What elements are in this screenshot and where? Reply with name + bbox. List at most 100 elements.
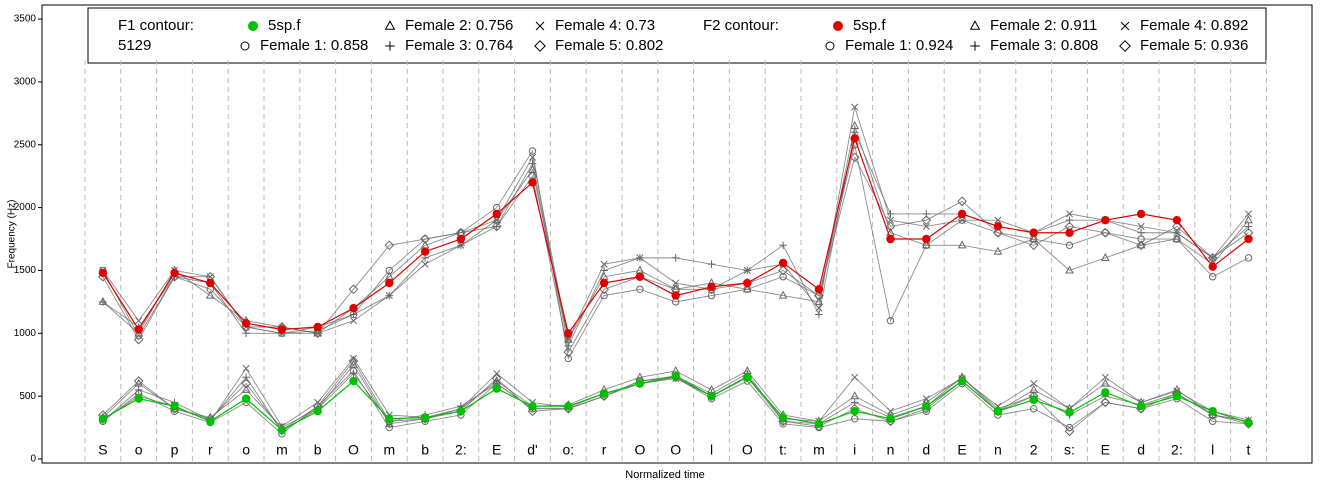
point (528, 401, 537, 411)
point (671, 254, 680, 262)
legend-label: Female 1: 0.924 (845, 37, 953, 54)
plot-frame (41, 4, 1313, 464)
point (206, 417, 215, 426)
legend-marker (825, 41, 835, 51)
point (1136, 240, 1146, 251)
point (707, 282, 716, 291)
x-tick-label: E (492, 442, 501, 458)
point (993, 407, 1003, 416)
point (349, 354, 358, 362)
point (457, 241, 465, 249)
point (241, 384, 251, 393)
point (921, 240, 931, 249)
point (385, 292, 393, 300)
point (528, 153, 537, 161)
point (134, 394, 143, 403)
point (564, 354, 572, 363)
point (313, 322, 322, 332)
point (277, 325, 287, 334)
legend-label: Female 4: 0.892 (1140, 17, 1248, 34)
x-tick-label: b (314, 442, 322, 458)
legend-subtitle: 5129 (118, 37, 151, 54)
point (170, 401, 179, 411)
point (957, 376, 967, 386)
point (957, 209, 967, 219)
point (528, 159, 537, 168)
point (922, 234, 931, 244)
point (1244, 254, 1253, 262)
legend-box (87, 7, 1267, 64)
point (636, 254, 644, 262)
point (1065, 241, 1074, 250)
y-axis-label: Frequency (Hz) (7, 200, 18, 269)
point (420, 247, 430, 256)
legend-label: Female 5: 0.802 (555, 37, 663, 54)
x-tick-label: 2: (1171, 442, 1183, 458)
point (1101, 229, 1110, 237)
point (133, 376, 144, 386)
x-axis-label: Normalized time (625, 469, 704, 481)
point (1207, 253, 1218, 263)
series-line (102, 363, 1249, 429)
point (564, 329, 573, 338)
point (814, 290, 824, 301)
legend-title: F1 contour: (118, 17, 194, 34)
point (1065, 265, 1074, 274)
point (1100, 397, 1111, 408)
y-tick-label: 500 (19, 391, 36, 402)
x-tick-label: t (1247, 442, 1251, 458)
y-tick-label: 2000 (14, 202, 37, 213)
point (958, 216, 966, 224)
legend-label: 5sp.f (268, 17, 301, 34)
point (1172, 391, 1182, 401)
y-tick-label: 1500 (14, 265, 37, 276)
series-line (102, 144, 1249, 360)
legend-title: F2 contour: (703, 17, 779, 34)
legend-label: 5sp.f (853, 17, 886, 34)
point (563, 347, 574, 358)
point (707, 260, 716, 269)
x-tick-label: O (634, 442, 645, 458)
point (1173, 229, 1181, 237)
point (493, 216, 501, 224)
point (456, 234, 466, 244)
point (850, 134, 859, 143)
point (993, 246, 1003, 255)
x-tick-label: m (276, 442, 288, 458)
x-tick-label: p (171, 442, 179, 458)
point (600, 260, 608, 268)
point (886, 414, 895, 423)
point (1029, 395, 1038, 405)
point (1065, 408, 1074, 417)
point (1065, 228, 1074, 237)
point (1172, 215, 1182, 225)
point (1100, 378, 1110, 387)
point (348, 356, 359, 366)
point (1136, 209, 1146, 219)
point (743, 278, 752, 288)
x-tick-label: s: (1064, 442, 1075, 458)
y-tick-label: 3000 (14, 77, 37, 88)
point (1101, 388, 1110, 397)
point (814, 419, 824, 428)
legend-marker (970, 41, 980, 51)
point (922, 222, 930, 231)
legend-label: Female 1: 0.858 (260, 37, 368, 54)
point (815, 310, 823, 319)
point (922, 395, 930, 403)
x-tick-label: o: (562, 442, 574, 458)
point (1100, 227, 1111, 238)
point (850, 407, 859, 416)
point (635, 379, 645, 388)
point (205, 290, 215, 299)
x-tick-label: m (383, 442, 395, 458)
legend-marker (248, 21, 258, 31)
x-tick-label: S (98, 442, 107, 458)
point (492, 384, 501, 393)
point (851, 103, 859, 111)
point (635, 272, 645, 281)
point (313, 407, 322, 416)
x-tick-label: d (1137, 442, 1145, 458)
x-tick-label: n (887, 442, 895, 458)
